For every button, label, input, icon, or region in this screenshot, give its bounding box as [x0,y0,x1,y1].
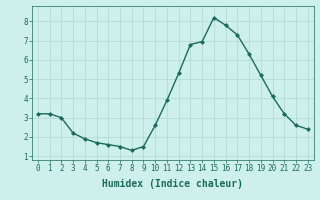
X-axis label: Humidex (Indice chaleur): Humidex (Indice chaleur) [102,179,243,189]
